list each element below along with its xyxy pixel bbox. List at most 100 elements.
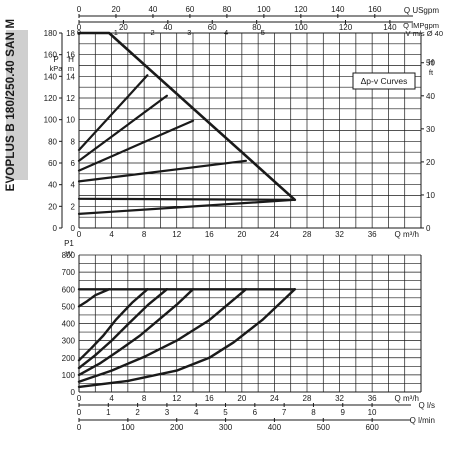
power-y-tick-label: 400 [62,320,76,329]
kpa-tick-label: 160 [44,51,58,60]
top-usgpm-tick-label: 140 [331,5,345,14]
head-x-tick-label: 8 [142,230,147,239]
top-usgpm-axis-title: Q USgpm [404,6,439,15]
bottom-ls-tick-label: 3 [165,408,170,417]
head-m-tick-label: 2 [71,202,76,211]
head-x-tick-label: 36 [368,230,377,239]
head-m-tick-label: 10 [66,116,75,125]
head-m-tick-label: 12 [66,94,75,103]
head-m-tick-label: 6 [71,159,76,168]
power-y-axis-title: P1 [64,239,74,248]
head-m-tick-label: 4 [71,181,76,190]
kpa-tick-label: 80 [48,137,57,146]
power-x-tick-label: 12 [172,394,181,403]
bottom-ls-tick-label: 9 [341,408,346,417]
kpa-tick-label: 140 [44,72,58,81]
head-curve-2 [77,197,296,201]
power-curve-2 [77,288,149,362]
top-impgpm-axis-title: Q IMPgpm [403,21,439,30]
power-curve-3 [77,288,169,370]
power-y-tick-label: 800 [62,251,76,260]
head-curve-1 [77,198,296,215]
head-curve-5 [77,94,168,162]
top-usgpm-tick-label: 0 [77,5,82,14]
power-curve-4 [77,288,195,377]
power-y-tick-label: 200 [62,354,76,363]
head-curve-4 [77,119,195,172]
head-x-tick-label: 20 [237,230,246,239]
top-usgpm-tick-label: 40 [148,5,157,14]
bottom-ls-tick-label: 0 [77,408,82,417]
top-impgpm-tick-label: 100 [294,23,308,32]
top-velocity-tick-label: 4 [224,28,228,37]
top-impgpm-tick-label: 20 [119,23,128,32]
kpa-axis-title: P [53,55,58,64]
bottom-ls-tick-label: 10 [368,408,377,417]
top-velocity-tick-label: 1 [114,28,118,37]
power-x-tick-label: 0 [77,394,82,403]
legend-label: Δp-v Curves [361,76,408,86]
kpa-tick-label: 100 [44,116,58,125]
power-curve-5 [77,288,248,383]
power-curve-6 [77,288,296,389]
power-x-axis-title: Q m³/h [395,394,419,403]
power-y-tick-label: 600 [62,285,76,294]
head-x-tick-label: 32 [335,230,344,239]
power-y-tick-label: 100 [62,371,76,380]
head-curve-3 [77,159,247,183]
power-x-tick-label: 36 [368,394,377,403]
top-velocity-tick-label: 3 [187,28,191,37]
head-curve-0 [77,31,297,202]
power-y-axis-unit: W [65,249,73,258]
power-x-tick-label: 20 [237,394,246,403]
bottom-ls-tick-label: 7 [282,408,287,417]
kpa-tick-label: 0 [53,224,58,233]
ft-tick-label: 20 [426,158,435,167]
power-y-tick-label: 700 [62,268,76,277]
bottom-ls-tick-label: 6 [253,408,258,417]
head-m-tick-label: 18 [66,29,75,38]
bottom-ls-tick-label: 8 [311,408,316,417]
ft-tick-label: 50 [426,59,435,68]
top-velocity-tick-label: 5 [261,28,265,37]
bottom-ls-tick-label: 1 [106,408,111,417]
power-y-tick-label: 300 [62,337,76,346]
head-x-tick-label: 16 [205,230,214,239]
bottom-lmin-tick-label: 500 [317,423,331,432]
kpa-tick-label: 120 [44,94,58,103]
top-usgpm-tick-label: 100 [257,5,271,14]
top-velocity-axis-title: V m/s Ø 40 [405,29,443,38]
head-x-axis-title: Q m³/h [395,230,419,239]
bottom-lmin-axis-title: Q l/min [410,416,435,425]
bottom-lmin-tick-label: 600 [365,423,379,432]
power-x-tick-label: 4 [109,394,114,403]
bottom-lmin-tick-label: 400 [268,423,282,432]
kpa-tick-label: 60 [48,159,57,168]
bottom-ls-tick-label: 5 [223,408,228,417]
power-y-tick-label: 0 [71,388,76,397]
head-m-tick-label: 16 [66,51,75,60]
bottom-lmin-tick-label: 0 [77,423,82,432]
bottom-ls-tick-label: 2 [135,408,140,417]
bottom-lmin-tick-label: 200 [170,423,184,432]
head-x-tick-label: 0 [77,230,82,239]
bottom-ls-tick-label: 4 [194,408,199,417]
head-curve-6 [77,74,149,152]
top-usgpm-tick-label: 80 [222,5,231,14]
top-usgpm-tick-label: 160 [368,5,382,14]
top-usgpm-tick-label: 60 [185,5,194,14]
top-velocity-tick-label: 2 [150,28,154,37]
ft-tick-label: 30 [426,125,435,134]
bottom-lmin-tick-label: 100 [121,423,135,432]
top-usgpm-tick-label: 120 [294,5,308,14]
kpa-axis-unit: kPa [50,64,64,73]
power-x-tick-label: 16 [205,394,214,403]
head-x-tick-label: 4 [109,230,114,239]
ft-tick-label: 10 [426,191,435,200]
power-x-tick-label: 28 [303,394,312,403]
head-x-tick-label: 24 [270,230,279,239]
top-impgpm-tick-label: 80 [252,23,261,32]
head-x-tick-label: 28 [303,230,312,239]
head-m-tick-label: 0 [71,224,76,233]
